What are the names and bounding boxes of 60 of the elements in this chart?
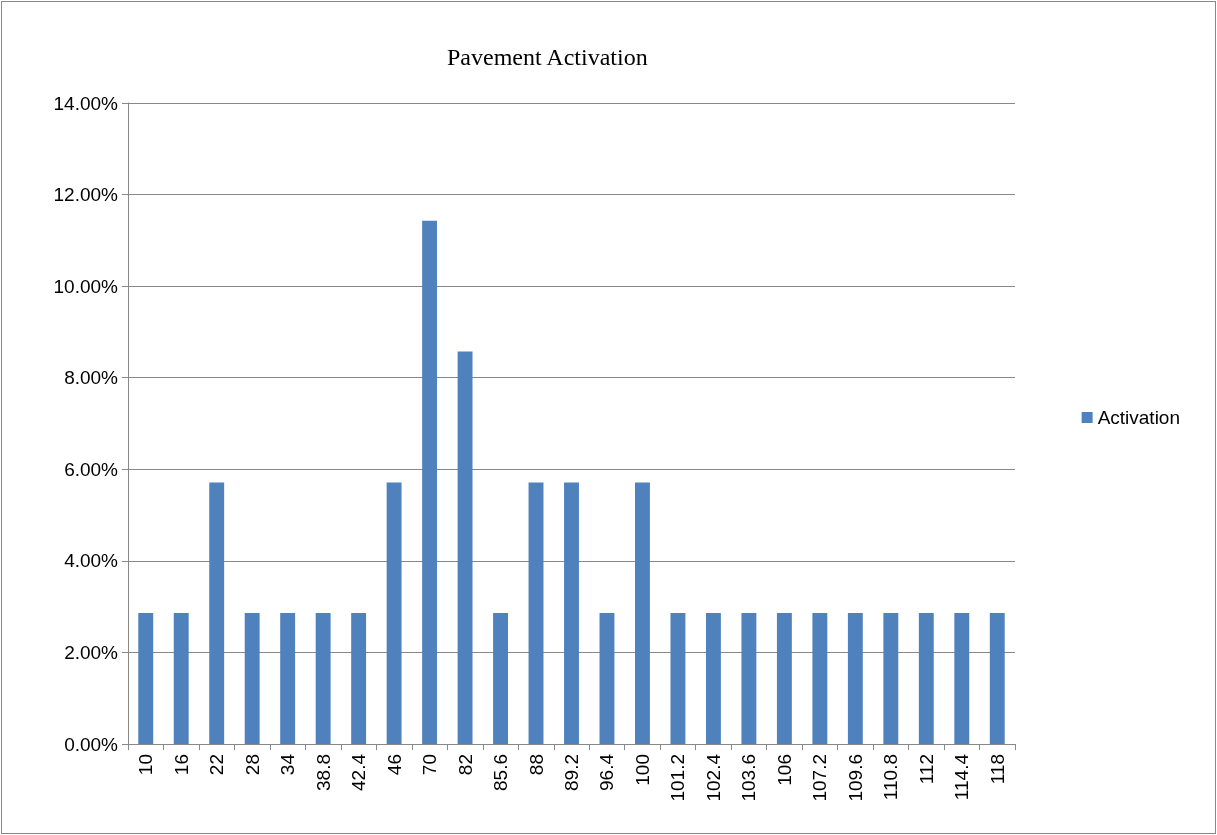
bar [244, 613, 260, 744]
bar [138, 613, 154, 744]
y-tick-label: 4.00% [64, 550, 119, 572]
x-tick-label: 22 [206, 754, 228, 776]
x-tick-label: 70 [419, 754, 441, 776]
bar [705, 613, 721, 744]
bar [493, 613, 508, 744]
x-tick-label: 110.8 [880, 754, 902, 801]
bar [386, 482, 402, 744]
x-tick-label: 46 [383, 754, 405, 776]
x-tick-label: 38.8 [312, 754, 334, 791]
bar [457, 351, 473, 744]
x-tick-label: 89.2 [561, 754, 582, 791]
x-tick-label: 85.6 [490, 754, 512, 791]
y-tick-label: 8.00% [64, 367, 119, 389]
x-tick-label: 103.6 [738, 754, 760, 802]
x-tick-label: 118 [986, 754, 1008, 785]
bar [422, 220, 438, 744]
x-tick-label: 101.2 [667, 754, 689, 802]
bar [954, 613, 970, 744]
bar [670, 613, 686, 744]
bar [847, 613, 863, 744]
x-tick-label: 107.2 [809, 754, 831, 802]
x-tick-label: 112 [915, 754, 937, 785]
x-tick-label: 28 [241, 754, 263, 776]
bar [635, 482, 650, 744]
bar [599, 613, 615, 744]
y-tick-label: 14.00% [53, 92, 119, 114]
bar [209, 482, 225, 744]
y-tick-label: 2.00% [64, 641, 119, 663]
bar [776, 613, 792, 744]
y-tick-label: 12.00% [53, 184, 119, 206]
y-tick-label: 6.00% [64, 458, 119, 480]
bar [528, 482, 544, 744]
bar [741, 613, 757, 744]
x-tick-label: 106 [773, 754, 795, 786]
x-tick-label: 82 [454, 754, 476, 776]
x-tick-label: 100 [631, 754, 653, 786]
bar [564, 482, 579, 744]
x-tick-label: 16 [170, 754, 192, 776]
x-tick-label: 88 [525, 754, 547, 776]
x-tick-label: 96.4 [596, 753, 618, 791]
legend-label: Activation [1097, 407, 1180, 428]
y-tick-label: 0.00% [64, 733, 119, 755]
bar [315, 613, 331, 744]
x-tick-label: 42.4 [348, 753, 370, 791]
y-tick-label: 10.00% [53, 275, 119, 297]
x-tick-label: 102.4 [702, 753, 724, 802]
bar [173, 613, 189, 744]
x-tick-label: 10 [135, 754, 157, 776]
x-tick-label: 109.6 [844, 754, 866, 802]
bar [989, 613, 1005, 744]
x-tick-label: 114.4 [951, 753, 973, 801]
bar [918, 613, 934, 744]
chart-title: Pavement Activation [447, 44, 648, 70]
bar [351, 613, 367, 744]
bar [812, 613, 828, 744]
bar [280, 613, 296, 744]
x-tick-label: 34 [277, 753, 299, 776]
bar [883, 613, 899, 744]
